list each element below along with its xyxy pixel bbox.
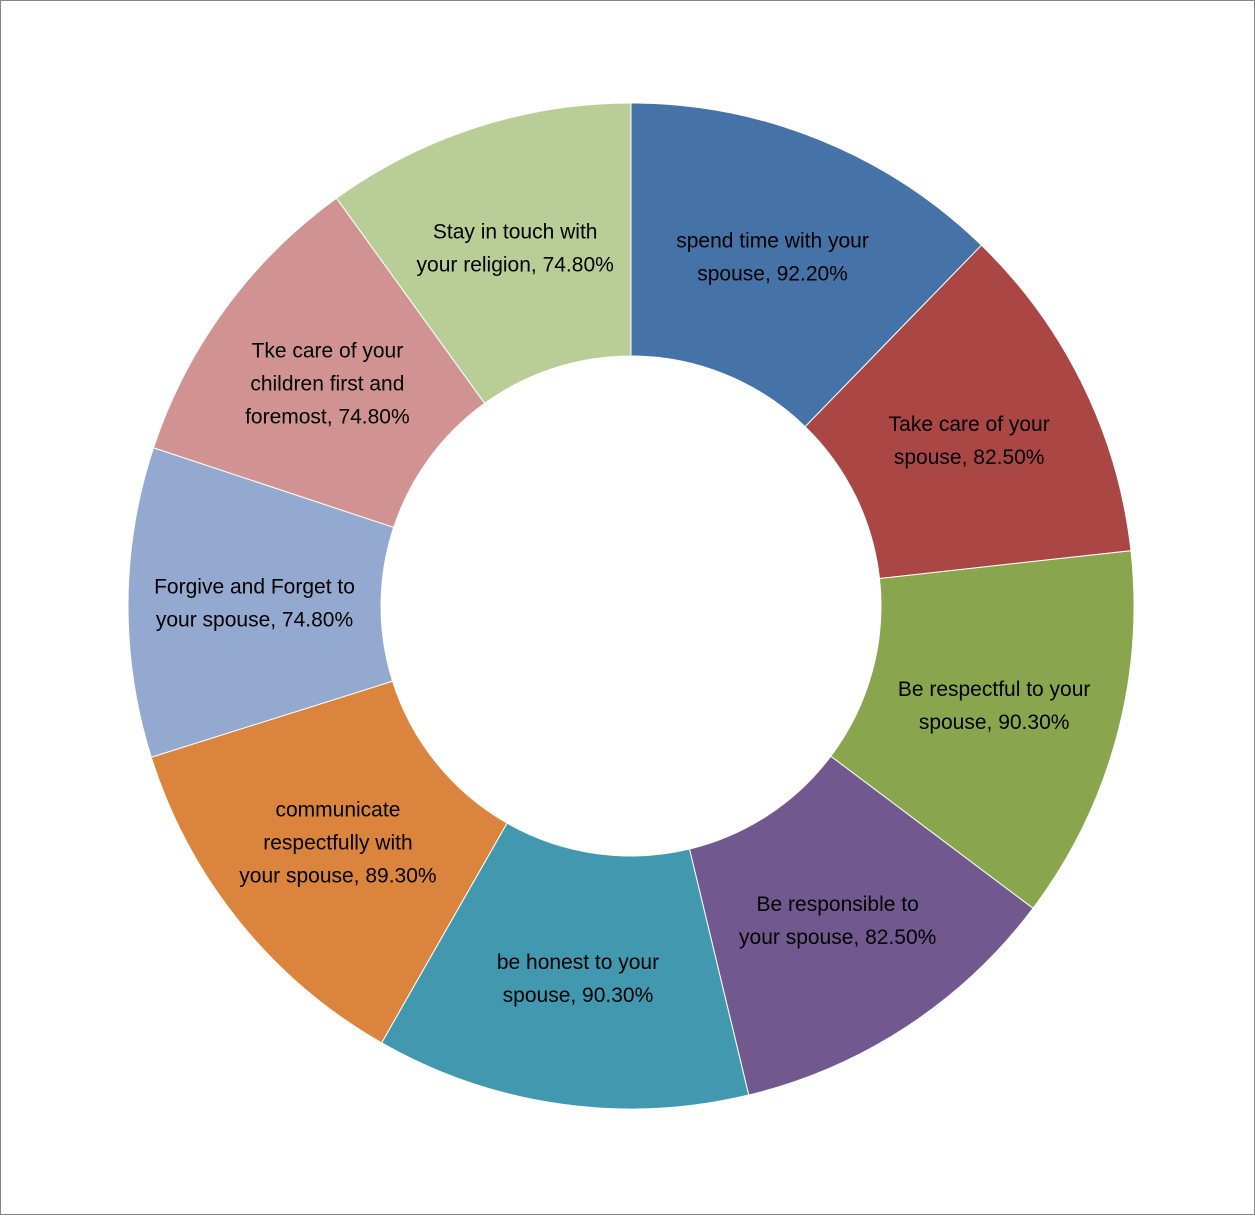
- slice-label-tke-care-of-your-children-first-and-foremost: Tke care of your children first and foremo…: [245, 339, 410, 428]
- slice-spend-time-with-your-spouse: [630, 102, 983, 428]
- slice-be-respectful-to-your-spouse: [830, 550, 1135, 910]
- labels-group: spend time with your spouse, 92.20% Take c…: [154, 220, 1090, 1007]
- slice-stay-in-touch-with-your-religion: [335, 102, 632, 405]
- slice-be-responsible-to-your-spouse: [688, 755, 1034, 1096]
- slice-label-stay-in-touch-with-your-religion: Stay in touch with your religion, 74.80%: [417, 220, 614, 276]
- slices-group: [127, 102, 1135, 1110]
- slice-take-care-of-your-spouse: [804, 244, 1132, 580]
- slice-label-be-honest-to-your-spouse: be honest to your spouse, 90.30%: [497, 951, 659, 1007]
- slice-label-take-care-of-your-spouse: Take care of your spouse, 82.50%: [889, 413, 1050, 469]
- slice-tke-care-of-your-children-first-and-foremost: [152, 197, 486, 528]
- slice-label-forgive-and-forget-to-your-spouse: Forgive and Forget to your spouse, 74.80%: [154, 576, 355, 632]
- slice-label-communicate-respectfully-with-your-spouse: communicate respectfully with your spouse,…: [239, 798, 436, 887]
- slice-label-be-responsible-to-your-spouse: Be responsible to your spouse, 82.50%: [739, 893, 936, 949]
- slice-be-honest-to-your-spouse: [380, 822, 750, 1110]
- slice-label-spend-time-with-your-spouse: spend time with your spouse, 92.20%: [676, 230, 869, 286]
- slice-label-be-respectful-to-your-spouse: Be respectful to your spouse, 90.30%: [898, 678, 1091, 734]
- slice-communicate-respectfully-with-your-spouse: [150, 680, 508, 1044]
- slice-forgive-and-forget-to-your-spouse: [127, 447, 395, 758]
